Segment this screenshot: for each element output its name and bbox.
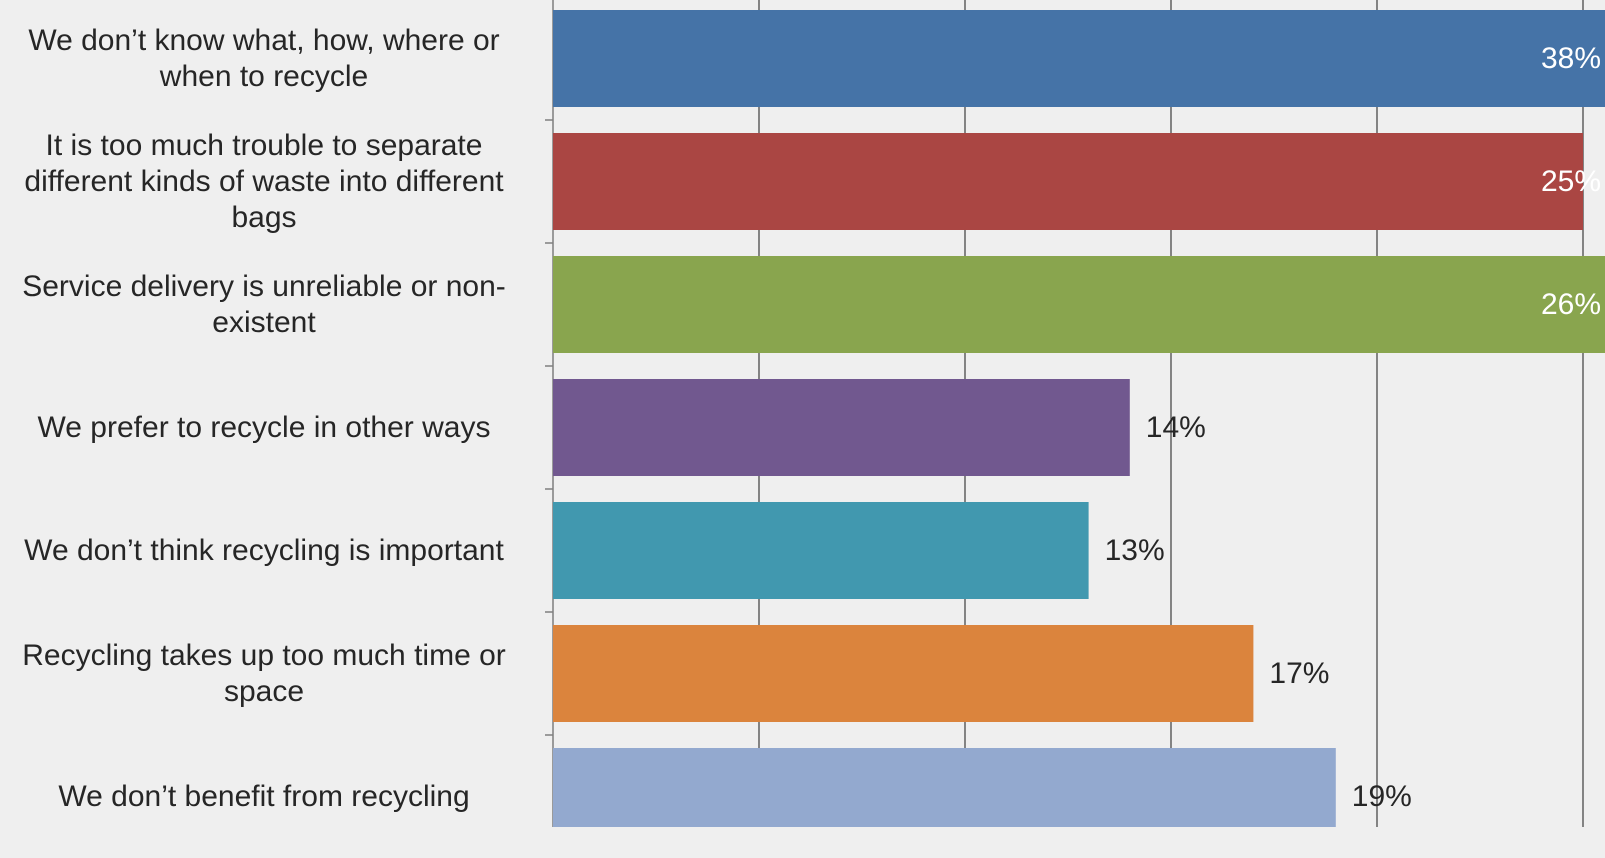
category-label: We prefer to recycle in other ways [37,410,491,444]
bar [553,133,1583,230]
category-label: We don’t know what, how, where or when t… [28,23,500,93]
value-label: 26% [1540,287,1601,321]
recycling-barriers-bar-chart: We don’t know what, how, where or when t… [22,0,1605,827]
bar [553,256,1605,353]
category-label: Recycling takes up too much time or spac… [22,638,506,708]
category-label: Service delivery is unreliable or non-ex… [22,269,506,339]
category-label: We don’t think recycling is important [24,533,504,567]
value-label: 38% [1540,41,1601,75]
value-label: 13% [1104,533,1165,567]
value-label: 19% [1351,779,1412,813]
category-label: We don’t benefit from recycling [58,779,470,813]
bar [553,379,1130,476]
bar [553,502,1089,599]
value-label: 25% [1540,164,1601,198]
plot-area [545,0,1605,827]
bar [553,10,1605,107]
value-label: 17% [1269,656,1330,690]
category-label: It is too much trouble to separate diffe… [24,128,504,234]
bar [553,748,1336,827]
value-label: 14% [1145,410,1206,444]
bar [553,625,1254,722]
